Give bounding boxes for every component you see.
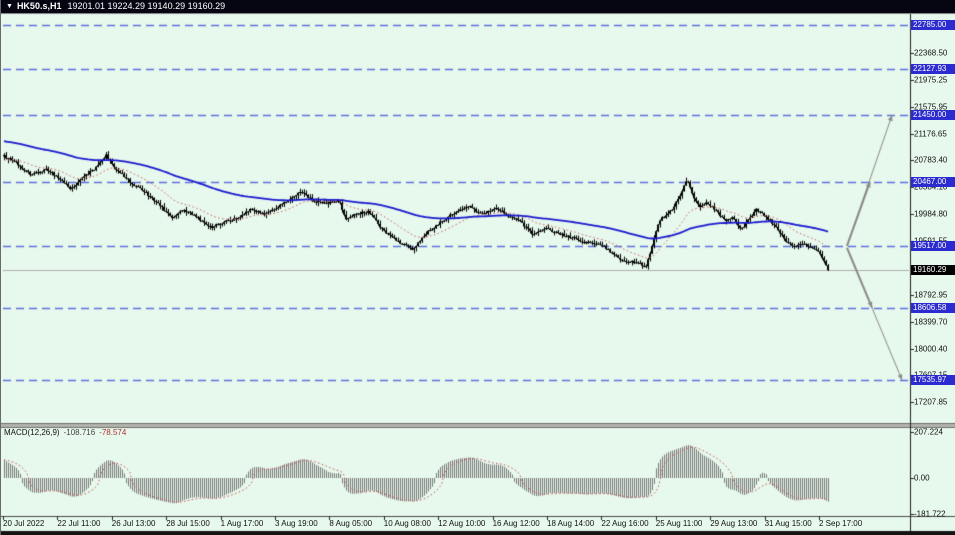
macd-panel-area[interactable]: [1, 428, 909, 516]
macd-signal-value: -78.574: [99, 428, 127, 437]
macd-indicator-label: MACD(12,26,9) -108.716 -78.574: [4, 428, 126, 437]
title-symbol: HK50.s,H1: [16, 1, 62, 11]
title-bar: ▼ HK50.s,H1 19201.01 19224.29 19140.29 191…: [1, 0, 955, 13]
chart-dropdown-icon[interactable]: ▼: [6, 3, 13, 10]
macd-value: -108.716: [63, 428, 96, 437]
macd-name: MACD(12,26,9): [4, 428, 60, 437]
price-chart-area[interactable]: [1, 14, 909, 423]
title-ohlc-values: 19201.01 19224.29 19140.29 19160.29: [67, 1, 226, 11]
